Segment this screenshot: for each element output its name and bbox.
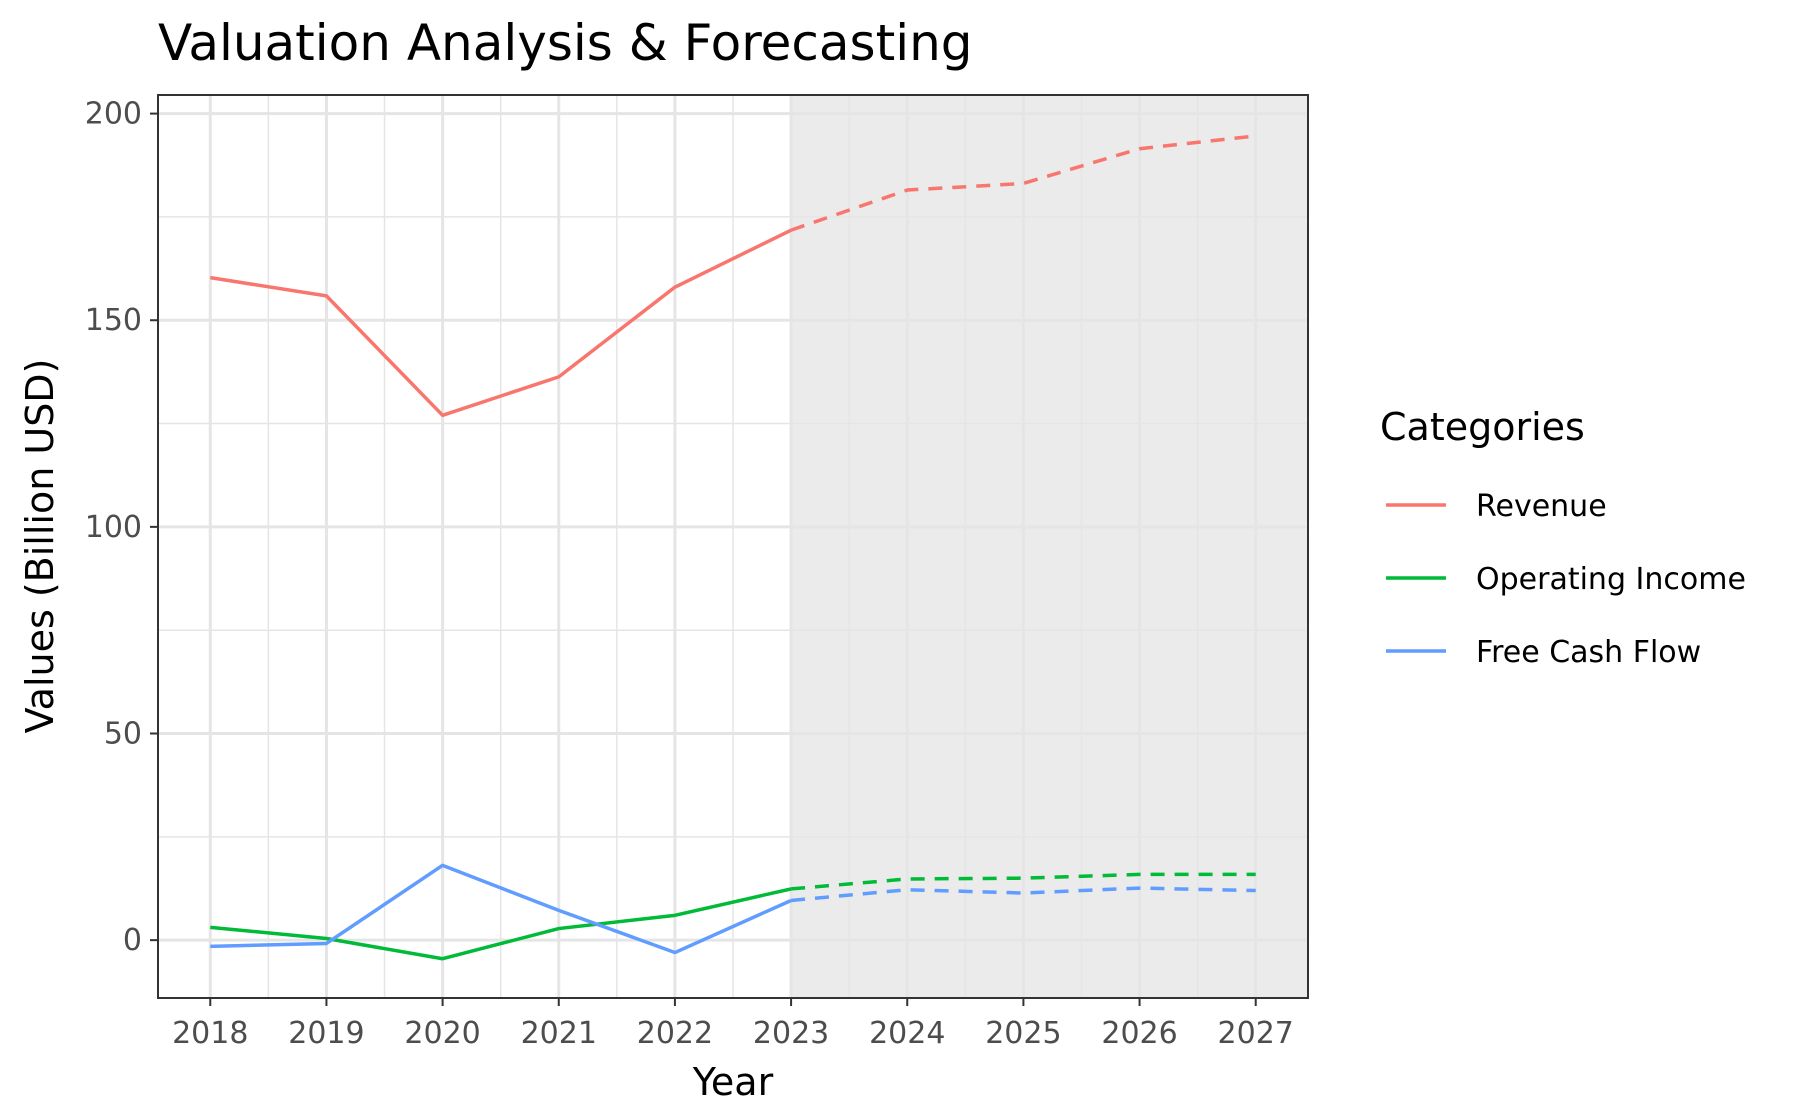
legend-label-operating-income: Operating Income <box>1476 562 1746 597</box>
legend-label-free-cash-flow: Free Cash Flow <box>1476 635 1701 670</box>
x-tick-label: 2018 <box>172 1016 248 1051</box>
y-tick-label: 150 <box>85 303 142 338</box>
x-tick-label: 2020 <box>404 1016 480 1051</box>
series-revenue-actual <box>210 228 792 418</box>
series-revenue-forecast <box>790 134 1256 232</box>
y-axis-title: Values (Billion USD) <box>18 359 62 734</box>
x-tick-label: 2026 <box>1101 1016 1177 1051</box>
grid-lines <box>158 95 1308 998</box>
x-tick-label: 2027 <box>1218 1016 1294 1051</box>
series-free-cash-flow-actual <box>210 863 792 955</box>
legend-label-revenue: Revenue <box>1476 489 1607 524</box>
series-free-cash-flow-forecast <box>790 886 1256 903</box>
plot-area <box>157 94 1309 999</box>
y-tick-label: 200 <box>85 97 142 132</box>
x-axis-title: Year <box>692 1060 774 1104</box>
y-tick-label: 100 <box>85 510 142 545</box>
series-lines <box>210 134 1256 961</box>
chart-title: Valuation Analysis & Forecasting <box>158 14 973 72</box>
plot-border <box>157 94 1309 999</box>
legend: Categories Revenue Operating Income Free C… <box>1380 405 1746 670</box>
x-tick-label: 2025 <box>985 1016 1061 1051</box>
x-tick-label: 2022 <box>637 1016 713 1051</box>
forecast-region <box>791 95 1308 998</box>
series-operating-income-forecast <box>790 872 1256 891</box>
axes: 0 50 100 150 200 2018 2019 2020 2021 2022 2023 2024… <box>85 97 1294 1051</box>
x-tick-label: 2024 <box>869 1016 945 1051</box>
y-tick-label: 50 <box>104 717 142 752</box>
x-tick-label: 2023 <box>753 1016 829 1051</box>
series-operating-income-actual <box>210 887 792 961</box>
x-tick-label: 2019 <box>288 1016 364 1051</box>
y-tick-label: 0 <box>123 923 142 958</box>
legend-title: Categories <box>1380 405 1585 449</box>
x-tick-label: 2021 <box>521 1016 597 1051</box>
